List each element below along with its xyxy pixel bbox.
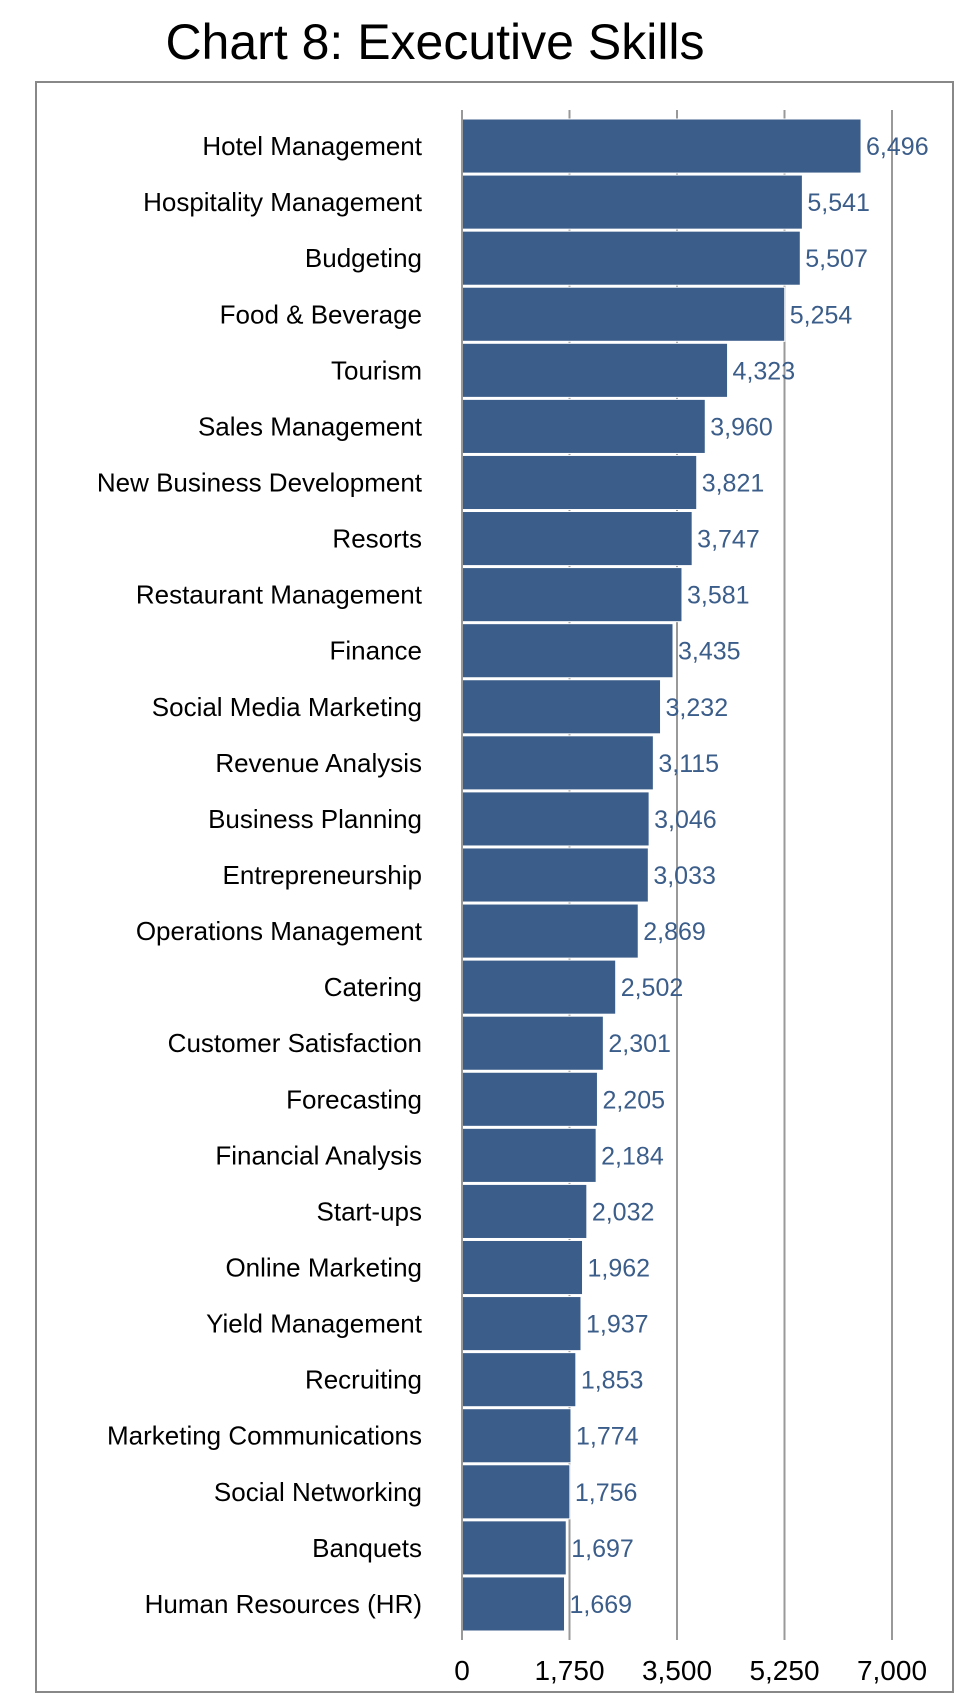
value-label: 2,502: [621, 974, 684, 1002]
bar: [461, 118, 862, 174]
category-label: Entrepreneurship: [223, 860, 422, 890]
category-label: Social Media Marketing: [152, 692, 422, 722]
category-label: Operations Management: [136, 916, 423, 946]
bar: [461, 1015, 604, 1071]
bar: [461, 454, 698, 511]
chart-frame: [35, 81, 954, 1693]
bar: [461, 398, 706, 454]
x-tick-label: 7,000: [857, 1655, 927, 1686]
category-label: Sales Management: [198, 411, 423, 441]
bar: [461, 847, 649, 903]
bar: [461, 286, 786, 342]
chart-title: Chart 8: Executive Skills: [165, 14, 705, 70]
value-label: 5,541: [807, 189, 870, 217]
value-label: 3,821: [702, 469, 765, 497]
category-label: Forecasting: [286, 1084, 422, 1114]
category-labels: Hotel Management Hospitality Management Bu…: [97, 131, 423, 1619]
category-label: Finance: [330, 636, 423, 666]
value-label: 3,581: [687, 582, 750, 610]
category-label: New Business Development: [97, 467, 423, 497]
value-label: 1,962: [588, 1255, 651, 1283]
category-label: Business Planning: [208, 804, 422, 834]
bar: [461, 342, 729, 398]
x-tick-label: 3,500: [642, 1655, 712, 1686]
value-label: 2,301: [608, 1030, 671, 1058]
category-label: Yield Management: [206, 1309, 423, 1339]
value-label: 2,869: [643, 918, 706, 946]
category-label: Human Resources (HR): [145, 1589, 422, 1619]
bar: [461, 567, 683, 623]
tick-labels: 0 1,750 3,500 5,250 7,000: [454, 1655, 927, 1686]
bar: [461, 1352, 577, 1408]
category-label: Resorts: [332, 524, 422, 554]
value-label: 2,205: [602, 1086, 665, 1114]
value-label: 3,960: [710, 413, 773, 441]
bar: [461, 903, 639, 959]
x-tick-label: 0: [454, 1655, 470, 1686]
value-label: 1,853: [581, 1367, 644, 1395]
bar: [461, 1296, 582, 1352]
bar: [461, 791, 650, 847]
value-label: 1,756: [575, 1479, 638, 1507]
value-label: 3,747: [697, 526, 760, 554]
category-label: Online Marketing: [225, 1253, 422, 1283]
value-label: 1,774: [576, 1423, 639, 1451]
bar: [461, 1408, 572, 1464]
value-label: 4,323: [733, 357, 796, 385]
category-label: Start-ups: [317, 1196, 423, 1226]
category-label: Hospitality Management: [143, 187, 423, 217]
bar: [461, 959, 617, 1015]
bar: [461, 1071, 598, 1127]
category-label: Customer Satisfaction: [168, 1028, 422, 1058]
value-label: 3,046: [654, 806, 717, 834]
value-label: 2,184: [601, 1142, 664, 1170]
value-label: 1,937: [586, 1311, 649, 1339]
bar: [461, 735, 654, 791]
bar: [461, 1464, 571, 1520]
category-label: Banquets: [312, 1533, 422, 1563]
value-label: 2,032: [592, 1198, 655, 1226]
x-tick-label: 5,250: [749, 1655, 819, 1686]
category-label: Hotel Management: [202, 131, 422, 161]
value-label: 3,435: [678, 638, 741, 666]
category-label: Catering: [324, 972, 422, 1002]
x-tick-label: 1,750: [534, 1655, 604, 1686]
value-label: 3,033: [653, 862, 716, 890]
bars: [461, 118, 862, 1632]
value-label: 5,254: [790, 301, 853, 329]
category-label: Restaurant Management: [136, 580, 423, 610]
bar: [461, 511, 693, 567]
category-label: Revenue Analysis: [215, 748, 422, 778]
bar: [461, 623, 674, 679]
value-labels: 6,496 5,541 5,507 5,254 4,323 3,960 3,821 3,747…: [570, 133, 929, 1619]
category-label: Marketing Communications: [107, 1421, 422, 1451]
bar: [461, 1239, 584, 1296]
value-label: 3,115: [658, 750, 719, 778]
bar: [461, 230, 801, 286]
bar: [461, 1520, 567, 1576]
axes: [461, 110, 893, 1640]
bar: [461, 1183, 588, 1239]
value-label: 3,232: [666, 694, 729, 722]
category-label: Recruiting: [305, 1365, 422, 1395]
bar: [461, 1576, 566, 1632]
value-label: 1,669: [570, 1591, 633, 1619]
category-label: Tourism: [331, 355, 422, 385]
category-label: Social Networking: [214, 1477, 422, 1507]
bar: [461, 679, 662, 735]
value-label: 1,697: [571, 1535, 634, 1563]
bar: [461, 1127, 597, 1183]
bar: [461, 174, 803, 230]
category-label: Food & Beverage: [220, 299, 422, 329]
category-label: Budgeting: [305, 243, 422, 273]
value-label: 6,496: [866, 133, 929, 161]
category-label: Financial Analysis: [215, 1140, 422, 1170]
value-label: 5,507: [805, 245, 868, 273]
